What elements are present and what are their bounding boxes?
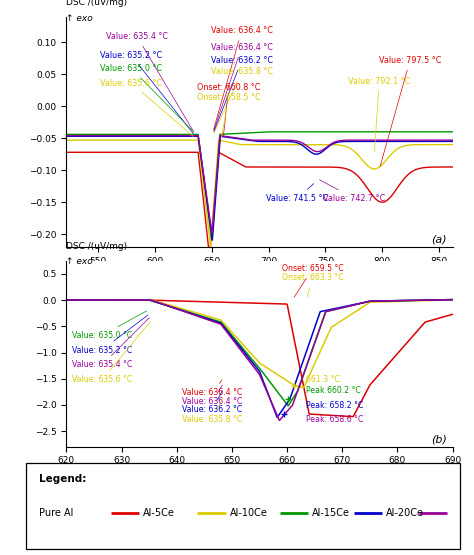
Text: Pure Al: Pure Al: [39, 508, 73, 518]
Text: Onset: 663.3 °C: Onset: 663.3 °C: [282, 273, 343, 297]
Text: Value: 635.0 °C: Value: 635.0 °C: [72, 311, 146, 340]
Text: Legend:: Legend:: [39, 474, 86, 484]
Text: Peak: 658.6 °C: Peak: 658.6 °C: [306, 415, 364, 423]
Text: Al-20Ce: Al-20Ce: [386, 508, 424, 518]
Text: 661.3 °C: 661.3 °C: [306, 375, 340, 384]
Text: Value: 636.4 °C: Value: 636.4 °C: [210, 43, 273, 130]
Text: Value: 635.6 °C: Value: 635.6 °C: [100, 79, 193, 137]
Text: Value: 635.4 °C: Value: 635.4 °C: [72, 318, 149, 369]
Text: Value: 636.2 °C: Value: 636.2 °C: [182, 391, 243, 414]
Text: Value: 742.7 °C: Value: 742.7 °C: [319, 180, 385, 203]
Text: Value: 635.6 °C: Value: 635.6 °C: [72, 321, 151, 385]
Text: (a): (a): [431, 235, 447, 245]
Text: DSC /(uV/mg): DSC /(uV/mg): [66, 0, 128, 7]
Text: Onset: 660.8 °C: Onset: 660.8 °C: [197, 83, 260, 135]
Text: Al-5Ce: Al-5Ce: [143, 508, 175, 518]
Text: Value: 635.8 °C: Value: 635.8 °C: [210, 67, 273, 133]
Text: Value: 635.0 °C: Value: 635.0 °C: [100, 64, 193, 131]
FancyBboxPatch shape: [26, 463, 460, 549]
Text: Value: 797.5 °C: Value: 797.5 °C: [379, 56, 441, 166]
Text: Onset: 658.5 °C: Onset: 658.5 °C: [197, 93, 261, 138]
Text: Value: 636.2 °C: Value: 636.2 °C: [210, 56, 273, 132]
Text: Peak: 658.2 °C: Peak: 658.2 °C: [306, 401, 364, 410]
Text: Value: 636.4 °C: Value: 636.4 °C: [182, 385, 243, 406]
Text: Value: 635.4 °C: Value: 635.4 °C: [106, 32, 194, 132]
Text: Value: 635.2 °C: Value: 635.2 °C: [100, 51, 193, 133]
Text: Value: 741.5 °C: Value: 741.5 °C: [266, 184, 328, 203]
Text: Value: 636.4 °C: Value: 636.4 °C: [182, 380, 243, 397]
Text: Value: 636.4 °C: Value: 636.4 °C: [210, 26, 273, 129]
Text: ↑ exo: ↑ exo: [66, 14, 93, 23]
Text: ↑ exo: ↑ exo: [66, 257, 93, 266]
Text: Value: 635.8 °C: Value: 635.8 °C: [182, 398, 243, 424]
Text: (b): (b): [431, 435, 447, 445]
X-axis label: Temperature /°C: Temperature /°C: [219, 471, 300, 481]
Text: Al-10Ce: Al-10Ce: [230, 508, 268, 518]
Text: Value: 635.2 °C: Value: 635.2 °C: [72, 315, 148, 355]
Text: Peak 660.2 °C: Peak 660.2 °C: [306, 386, 361, 395]
Text: DSC /(uV/mg): DSC /(uV/mg): [66, 242, 128, 251]
X-axis label: Temperature /°C: Temperature /°C: [219, 271, 300, 281]
Text: Value: 792.1 °C: Value: 792.1 °C: [348, 77, 410, 152]
Text: Al-15Ce: Al-15Ce: [312, 508, 350, 518]
Text: Onset: 659.5 °C: Onset: 659.5 °C: [282, 264, 343, 297]
